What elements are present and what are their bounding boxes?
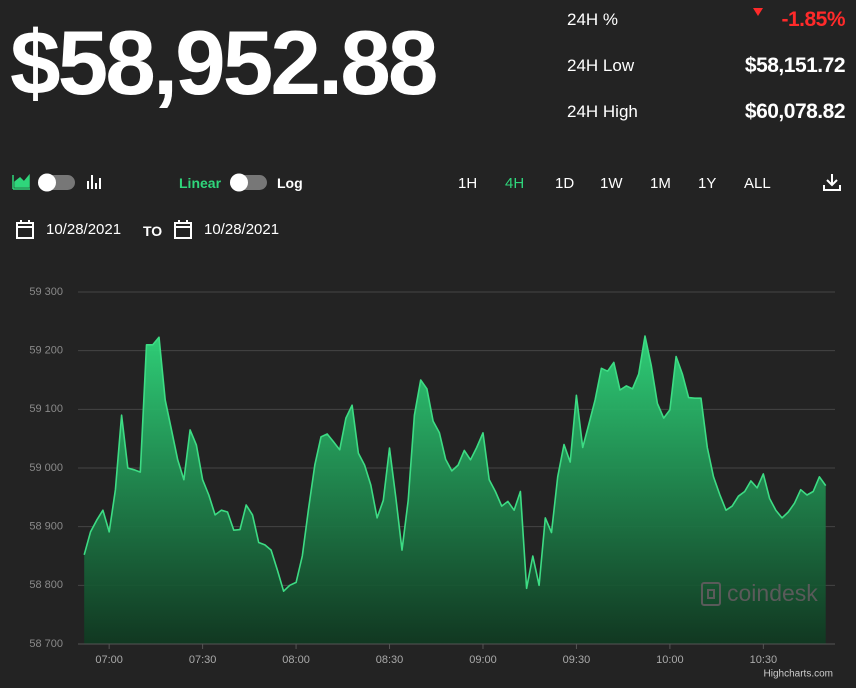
watermark-icon (701, 582, 721, 606)
range-button[interactable]: 1Y (698, 175, 717, 192)
y-tick-label: 59 200 (29, 345, 63, 357)
x-tick-label: 10:30 (750, 654, 778, 666)
scale-log[interactable]: Log (277, 175, 303, 191)
download-button[interactable] (821, 172, 843, 194)
date-separator: TO (143, 223, 163, 239)
calendar-icon[interactable] (173, 219, 193, 241)
date-from[interactable]: 10/28/2021 (46, 221, 122, 238)
price: $58,952.88 (10, 13, 438, 114)
x-tick-label: 09:30 (563, 654, 591, 666)
stat-value: $60,078.82 (744, 100, 846, 123)
calendar-icon[interactable] (15, 219, 35, 241)
stat-label: 24H Low (567, 56, 635, 75)
y-tick-label: 58 900 (29, 521, 63, 533)
scale-linear[interactable]: Linear (179, 175, 222, 191)
y-tick-label: 58 800 (29, 579, 63, 591)
x-tick-label: 09:00 (469, 654, 497, 666)
down-arrow (753, 8, 763, 16)
range-button[interactable]: 4H (505, 175, 525, 192)
y-tick-label: 58 700 (29, 638, 63, 650)
stat-value: -1.85% (781, 8, 845, 31)
y-tick-label: 59 000 (29, 462, 63, 474)
credit: Highcharts.com (764, 669, 833, 680)
range-button[interactable]: 1H (458, 175, 478, 192)
x-tick-label: 08:30 (376, 654, 404, 666)
scale-toggle[interactable] (229, 172, 269, 194)
y-tick-label: 59 300 (29, 286, 63, 298)
price-line (83, 335, 827, 592)
date-to[interactable]: 10/28/2021 (204, 221, 280, 238)
x-tick-label: 08:00 (282, 654, 310, 666)
watermark: coindesk (727, 580, 818, 606)
x-tick-label: 10:00 (656, 654, 684, 666)
y-tick-label: 59 100 (29, 403, 63, 415)
chart-type-toggle[interactable] (12, 172, 104, 194)
x-tick-label: 07:30 (189, 654, 217, 666)
x-tick-label: 07:00 (95, 654, 123, 666)
range-button[interactable]: ALL (744, 175, 771, 192)
stat-label: 24H High (567, 102, 638, 121)
range-button[interactable]: 1M (650, 175, 671, 192)
range-button[interactable]: 1D (555, 175, 575, 192)
stat-value: $58,151.72 (744, 54, 846, 77)
stat-label: 24H % (567, 10, 619, 29)
area-fill (84, 336, 826, 644)
range-button[interactable]: 1W (600, 175, 623, 192)
